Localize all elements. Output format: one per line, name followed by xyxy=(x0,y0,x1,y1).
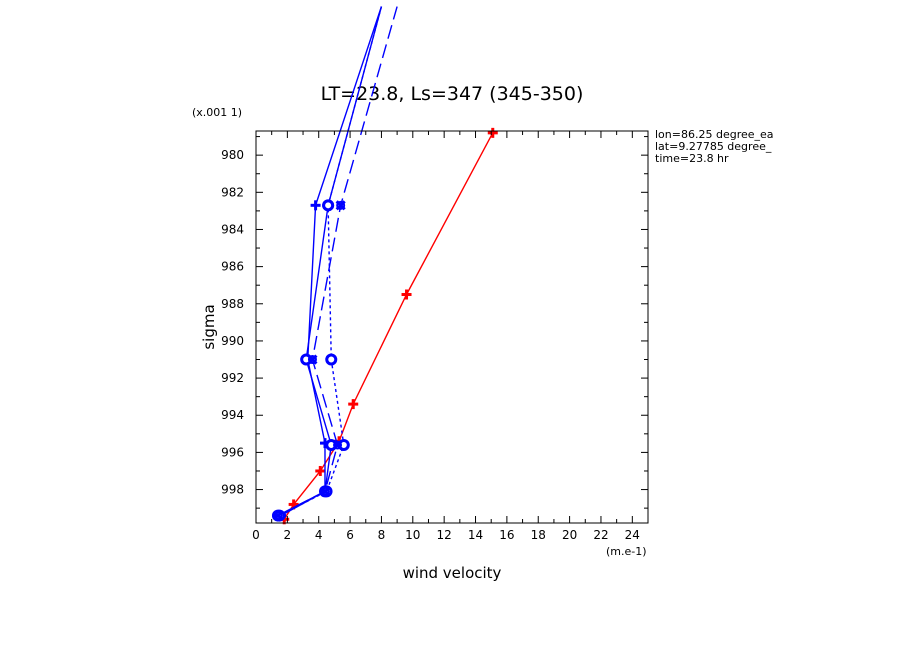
marker-ring xyxy=(273,511,283,521)
data-point xyxy=(335,200,346,211)
annotation-line: lon=86.25 degree_ea xyxy=(655,128,774,141)
x-tick-label: 20 xyxy=(562,528,577,542)
marker-circle xyxy=(322,199,335,212)
y-tick-label: 984 xyxy=(221,222,244,236)
chart-title: LT=23.8, Ls=347 (345-350) xyxy=(321,83,584,105)
data-point xyxy=(322,199,335,212)
data-point xyxy=(401,289,412,300)
x-tick-label: 22 xyxy=(593,528,608,542)
data-point xyxy=(315,465,326,476)
marker-ring xyxy=(320,486,330,496)
x-tick-label: 16 xyxy=(499,528,514,542)
y-tick-label: 990 xyxy=(221,334,244,348)
annotation-line: lat=9.27785 degree_ xyxy=(655,140,772,153)
x-tick-label: 6 xyxy=(346,528,354,542)
x-tick-label: 12 xyxy=(437,528,452,542)
data-point xyxy=(332,439,343,451)
marker-ring xyxy=(307,355,317,365)
data-point xyxy=(272,510,284,521)
axes-layer: 0 2 4 6 8 10 12 14 16 18 20 22 249809829849869889909… xyxy=(221,130,649,542)
y-tick-label: 994 xyxy=(221,408,244,422)
y-tick-label: 988 xyxy=(221,297,244,311)
marker-ring xyxy=(336,200,346,210)
data-point xyxy=(319,486,331,497)
y-axis-unit: (x.001 1) xyxy=(192,106,242,119)
annotation-line: time=23.8 hr xyxy=(655,152,729,165)
x-tick-label: 18 xyxy=(531,528,546,542)
x-axis-label: wind velocity xyxy=(403,564,502,582)
x-tick-label: 4 xyxy=(315,528,323,542)
y-tick-label: 992 xyxy=(221,371,244,385)
series-line xyxy=(283,132,494,520)
data-point xyxy=(348,399,359,410)
marker-ring xyxy=(333,440,343,450)
data-point xyxy=(487,127,498,138)
plot-frame xyxy=(255,130,649,524)
series-0 xyxy=(279,127,498,525)
y-tick-label: 998 xyxy=(221,483,244,497)
series-line xyxy=(279,6,383,517)
data-point xyxy=(325,353,338,366)
x-tick-label: 24 xyxy=(625,528,640,542)
series-layer xyxy=(271,6,498,525)
y-tick-label: 982 xyxy=(221,185,244,199)
y-axis-label: sigma xyxy=(200,304,218,349)
x-axis-unit: (m.e-1) xyxy=(606,545,647,558)
y-tick-label: 996 xyxy=(221,445,244,459)
x-tick-label: 14 xyxy=(468,528,483,542)
x-tick-label: 2 xyxy=(284,528,292,542)
y-tick-label: 980 xyxy=(221,148,244,162)
y-tick-label: 986 xyxy=(221,260,244,274)
data-point xyxy=(310,200,321,211)
series-4 xyxy=(272,6,398,521)
x-tick-label: 8 xyxy=(378,528,386,542)
series-line xyxy=(277,6,398,517)
x-tick-label: 0 xyxy=(252,528,260,542)
marker-circle xyxy=(325,353,338,366)
x-tick-label: 10 xyxy=(405,528,420,542)
data-point xyxy=(307,354,318,365)
